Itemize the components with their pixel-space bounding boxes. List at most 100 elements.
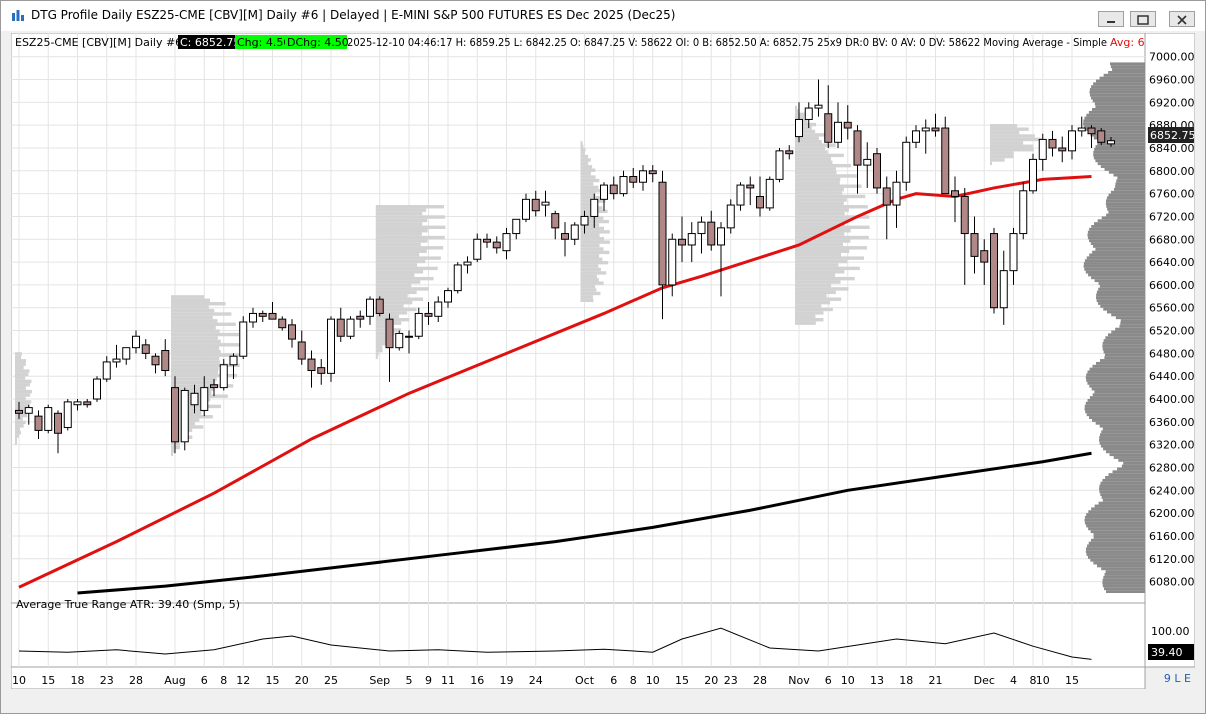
candle-body: [492, 241, 501, 249]
minimize-button[interactable]: [1098, 11, 1124, 27]
candle-body: [551, 213, 560, 229]
composite-profile-bar: [1087, 399, 1145, 402]
composite-profile-bar: [1107, 207, 1145, 211]
candle-body: [619, 176, 628, 195]
candle-body: [970, 233, 979, 257]
composite-profile-bar: [1102, 498, 1145, 502]
composite-profile-bar: [1110, 190, 1145, 194]
composite-profile-bar: [1093, 561, 1145, 565]
chg-badge-bg: [235, 35, 285, 49]
composite-profile-bar: [1089, 93, 1145, 97]
price-tick: 6840.00: [1149, 142, 1195, 155]
composite-profile-bar: [1102, 341, 1145, 345]
composite-profile-bar: [1095, 105, 1145, 109]
title-bar[interactable]: DTG Profile Daily ESZ25-CME [CBV][M] Dai…: [1, 1, 1205, 31]
price-tick: 6400.00: [1149, 393, 1195, 406]
profile-bar: [375, 211, 423, 216]
composite-profile-bar: [1091, 276, 1145, 280]
profile-bar: [171, 404, 222, 409]
profile-bar: [990, 147, 1034, 152]
profile-bar: [171, 319, 218, 323]
profile-bar: [795, 259, 848, 264]
profile-bar: [795, 174, 857, 178]
profile-bar: [795, 194, 866, 199]
candle-body: [873, 153, 881, 189]
composite-profile-bar: [1099, 436, 1145, 439]
date-tick: 10: [12, 674, 26, 687]
composite-profile-bar: [1086, 553, 1145, 556]
composite-profile-bar: [1091, 387, 1145, 391]
profile-bar: [580, 192, 596, 196]
profile-bar: [15, 393, 31, 397]
candle-body: [999, 270, 1008, 309]
profile-bar: [795, 300, 831, 305]
composite-profile-bar: [1100, 359, 1145, 362]
dchg-badge-bg: [285, 35, 347, 49]
header-info: 2025-12-10 04:46:17 H: 6859.25 L: 6842.2…: [347, 36, 1107, 49]
profile-bar: [15, 424, 24, 428]
profile-bar: [795, 109, 800, 113]
profile-bar: [795, 290, 836, 295]
composite-profile-bar: [1089, 396, 1145, 400]
candle-body: [1077, 127, 1086, 132]
profile-bar: [171, 353, 241, 357]
profile-bar: [171, 377, 217, 381]
profile-bar: [795, 177, 841, 182]
candle-body: [912, 130, 920, 143]
profile-bar: [171, 322, 236, 326]
candle-body: [1038, 138, 1047, 160]
date-tick: 8: [1030, 674, 1037, 687]
profile-bar: [795, 297, 842, 301]
composite-profile-bar: [1110, 65, 1145, 69]
profile-bar: [795, 122, 817, 127]
close-button[interactable]: [1169, 11, 1195, 27]
date-tick: 15: [41, 674, 55, 687]
composite-profile-bar: [1088, 273, 1145, 277]
candle-body: [853, 130, 862, 166]
maximize-button[interactable]: [1130, 11, 1156, 27]
candle-body: [405, 335, 413, 338]
profile-bar: [375, 300, 413, 305]
composite-profile-bar: [1117, 176, 1145, 180]
candle-body: [1107, 140, 1115, 145]
composite-profile-bar: [1094, 390, 1145, 394]
candle-body: [24, 407, 33, 414]
candle-body: [746, 184, 755, 189]
composite-profile-bar: [1108, 473, 1145, 477]
profile-bar: [15, 407, 25, 411]
profile-bar: [580, 182, 594, 186]
chart-header: ESZ25-CME [CBV][M] Daily #6 C: 6852.75 C…: [15, 35, 1145, 49]
composite-profile-bar: [1097, 219, 1145, 223]
composite-profile-bar: [1117, 467, 1145, 471]
profile-bar: [990, 130, 1020, 135]
profile-bar: [171, 315, 213, 320]
candle-body: [63, 401, 72, 429]
chart-area[interactable]: 7000.00 6960.00 6920.00 6880.00 6840.00 6800.…: [10, 32, 1196, 690]
minimize-icon: [1107, 21, 1115, 23]
composite-profile-bar: [1099, 441, 1145, 445]
profile-bar: [795, 235, 869, 240]
composite-profile-bar: [1086, 113, 1145, 117]
atr-label: Average True Range ATR: 39.40 (Smp, 5): [16, 598, 240, 611]
price-chart[interactable]: 7000.006960.006920.006880.006840.006800.…: [10, 32, 1196, 690]
profile-bar: [171, 370, 218, 374]
profile-bar: [795, 273, 836, 277]
price-tick: 6760.00: [1149, 188, 1195, 201]
profile-bar: [580, 288, 597, 292]
candle-body: [1029, 158, 1037, 192]
candle-body: [190, 392, 199, 406]
profile-bar: [580, 151, 585, 155]
date-tick: 10: [646, 674, 660, 687]
candle-body: [102, 361, 111, 380]
composite-profile-bar: [1083, 264, 1145, 268]
composite-profile-bar: [1106, 213, 1145, 217]
candle-body: [687, 233, 696, 246]
composite-profile-bar: [1104, 356, 1145, 360]
candle-body: [258, 312, 267, 317]
profile-bar: [375, 276, 434, 281]
profile-bar: [15, 362, 26, 366]
composite-profile-bar: [1090, 538, 1145, 542]
price-tick: 6600.00: [1149, 279, 1195, 292]
profile-bar: [15, 383, 30, 387]
candle-body: [512, 218, 521, 235]
